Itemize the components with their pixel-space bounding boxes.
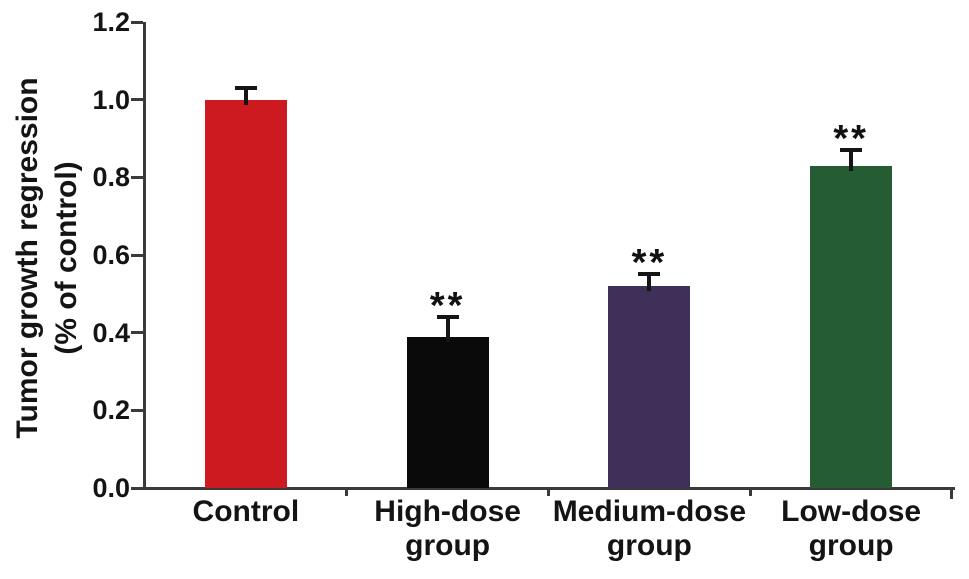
significance-marker: ** — [833, 118, 869, 161]
y-tick — [131, 253, 143, 257]
y-tick — [131, 486, 143, 490]
x-axis-category-label: Low-dose group — [781, 495, 922, 562]
y-axis-line — [143, 22, 146, 490]
plot-area: ** ** ** — [145, 22, 952, 488]
error-bar-cap — [840, 148, 863, 153]
y-tick — [131, 20, 143, 24]
x-tick — [748, 490, 752, 496]
y-tick-label: 1.2 — [92, 7, 130, 37]
error-bar-cap — [638, 272, 661, 277]
y-tick-label: 1.0 — [92, 84, 130, 115]
significance-marker: ** — [429, 285, 466, 328]
x-tick — [547, 490, 550, 496]
error-bar — [849, 150, 854, 171]
x-tick — [345, 490, 349, 496]
y-tick-label: 0.0 — [92, 473, 130, 503]
x-axis-category-label: Medium-dose group — [552, 495, 747, 562]
y-tick-label: 0.8 — [92, 162, 130, 193]
y-tick-label: 0.2 — [92, 395, 130, 426]
error-bar-cap — [436, 315, 459, 320]
error-bar — [243, 88, 248, 105]
bar — [406, 336, 489, 488]
y-tick — [131, 175, 143, 179]
error-bar-cap — [234, 86, 257, 91]
x-axis-line — [143, 487, 955, 490]
bar — [810, 165, 893, 488]
x-axis-category-label: Control — [192, 495, 300, 528]
significance-marker: ** — [631, 242, 668, 285]
bar — [204, 99, 287, 488]
bar — [608, 286, 691, 488]
x-axis-category-label: High-dose group — [374, 495, 521, 562]
error-bar — [445, 317, 450, 342]
y-tick — [131, 408, 143, 412]
y-tick-label: 0.4 — [92, 317, 130, 348]
y-tick — [131, 331, 143, 335]
y-tick-label: 0.6 — [92, 240, 130, 270]
x-axis-end-tick — [950, 490, 953, 499]
y-tick — [131, 98, 143, 102]
error-bar — [647, 274, 652, 292]
